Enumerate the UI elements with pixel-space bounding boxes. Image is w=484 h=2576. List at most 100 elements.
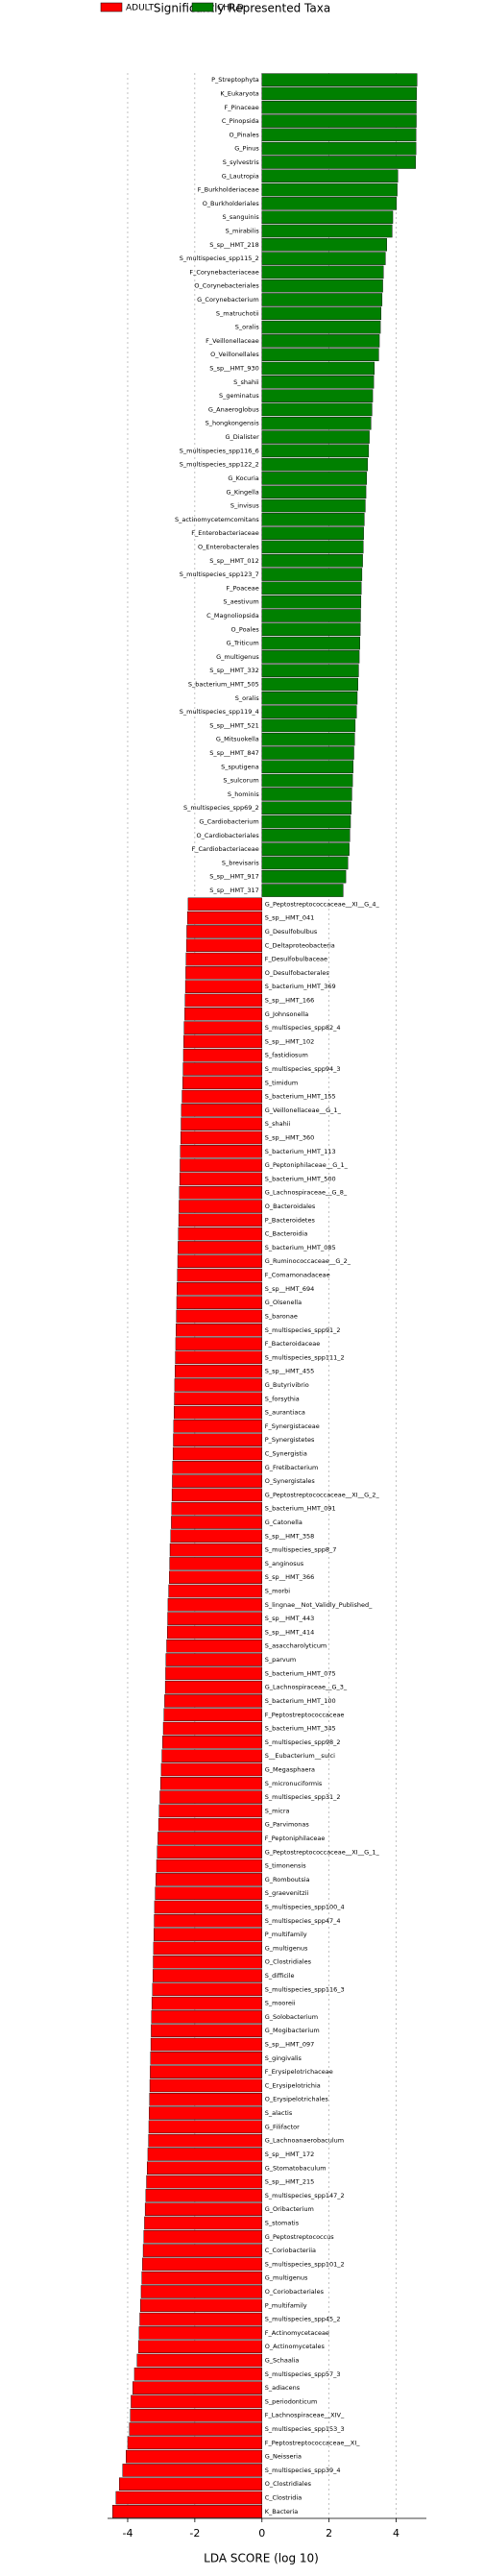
x-tick-label: 0 bbox=[258, 2527, 265, 2540]
category-label: C_Bacteroidia bbox=[265, 1230, 308, 1238]
bar bbox=[184, 993, 262, 1008]
category-label: G_Mogibacterium bbox=[265, 2027, 320, 2034]
bar bbox=[261, 265, 384, 279]
bar bbox=[172, 1474, 262, 1488]
category-label: S_bacterium_HMT_075 bbox=[265, 1669, 336, 1677]
bar bbox=[261, 210, 394, 224]
category-label: F_Peptoniphilaceae bbox=[265, 1835, 326, 1842]
category-label: S__Eubacterium__sulci bbox=[265, 1752, 335, 1760]
category-label: S_multispecies_spp47_4 bbox=[265, 1917, 341, 1925]
category-label: S_matruchotii bbox=[216, 309, 259, 317]
bar bbox=[136, 2353, 262, 2368]
category-label: S_bacterium_HMT_500 bbox=[265, 1175, 336, 1182]
bar bbox=[261, 306, 382, 321]
bar bbox=[122, 2464, 262, 2477]
bar bbox=[152, 1969, 262, 1982]
bar bbox=[179, 1185, 262, 1200]
bar bbox=[172, 1461, 262, 1474]
bar bbox=[129, 2422, 262, 2436]
category-label: S_geminatus bbox=[219, 392, 259, 400]
category-label: F_Burkholderiaceae bbox=[198, 186, 259, 194]
category-label: S_sp__HMT_012 bbox=[209, 557, 259, 565]
category-label: S_micronuciformis bbox=[265, 1780, 323, 1787]
bar bbox=[261, 773, 353, 788]
category-label: S_multispecies_spp111_2 bbox=[265, 1353, 345, 1361]
category-label: P_Bacteroidetes bbox=[265, 1216, 316, 1224]
category-label: F_Pinaceae bbox=[225, 104, 259, 111]
bar bbox=[161, 1749, 262, 1762]
category-label: G_Parvimonas bbox=[265, 1821, 310, 1829]
bar bbox=[149, 2106, 262, 2120]
category-label: S_morbi bbox=[265, 1588, 290, 1595]
category-label: G_Kingella bbox=[227, 488, 259, 496]
bar bbox=[261, 842, 350, 856]
category-label: G_Romboutsia bbox=[265, 1876, 310, 1883]
bar bbox=[261, 224, 393, 238]
bar bbox=[177, 1282, 262, 1296]
bar bbox=[119, 2477, 262, 2491]
bar bbox=[169, 1557, 262, 1570]
category-label: S_multispecies_spp39_4 bbox=[265, 2467, 341, 2474]
bar bbox=[182, 1089, 262, 1104]
category-label: S_multispecies_spp101_2 bbox=[265, 2260, 345, 2268]
bar bbox=[261, 169, 399, 183]
bar bbox=[261, 869, 347, 884]
category-label: F_Peptostreptococcaceae bbox=[265, 1711, 345, 1718]
bar bbox=[261, 609, 361, 622]
bar bbox=[166, 1639, 262, 1653]
bar bbox=[182, 1048, 262, 1062]
category-label: S_baronae bbox=[265, 1312, 298, 1320]
bar bbox=[150, 2052, 262, 2065]
bar bbox=[261, 595, 362, 609]
category-label: O_Enterobacterales bbox=[198, 543, 259, 550]
category-label: O_Actinomycetales bbox=[265, 2343, 326, 2350]
bar bbox=[179, 1172, 262, 1186]
category-label: G_Ruminococcaceae__G_2_ bbox=[265, 1257, 351, 1265]
category-label: S_sp__HMT_172 bbox=[265, 2151, 315, 2158]
bar bbox=[261, 279, 383, 293]
bar bbox=[261, 526, 364, 540]
category-label: S_adiacens bbox=[265, 2384, 301, 2392]
category-label: F_Peptostreptococcaceae__XI_ bbox=[265, 2439, 361, 2446]
bar bbox=[153, 1941, 262, 1956]
category-label: C_Deltaproteobacteria bbox=[265, 941, 335, 949]
bar bbox=[149, 2092, 262, 2106]
category-label: C_Erysipelotrichia bbox=[265, 2081, 321, 2089]
category-label: S_timidum bbox=[265, 1079, 298, 1086]
bar bbox=[175, 1364, 262, 1378]
bar bbox=[142, 2257, 262, 2272]
x-tick-label: 4 bbox=[393, 2527, 399, 2540]
category-label: O_Pinales bbox=[230, 131, 260, 138]
bar bbox=[261, 732, 355, 746]
bar bbox=[261, 581, 362, 595]
category-label: P_multifamily bbox=[265, 2301, 307, 2309]
category-label: G_Catonella bbox=[265, 1519, 302, 1526]
category-label: S_sp__HMT_694 bbox=[265, 1285, 315, 1293]
category-label: G_Lachnospiraceae__G_8_ bbox=[265, 1189, 348, 1197]
bar bbox=[261, 829, 351, 842]
bar bbox=[261, 801, 351, 814]
bar bbox=[261, 554, 363, 568]
bar bbox=[131, 2394, 262, 2409]
category-label: G_Johnsonella bbox=[265, 1010, 309, 1018]
category-label: C_Pinopsida bbox=[222, 117, 259, 125]
category-label: S_asaccharolyticum bbox=[265, 1642, 327, 1650]
category-label: S_sputigena bbox=[221, 763, 259, 770]
bar bbox=[178, 1227, 262, 1241]
bar bbox=[164, 1694, 262, 1708]
category-label: G_Stomatobaculum bbox=[265, 2164, 327, 2172]
category-label: S_aurantiaca bbox=[265, 1409, 305, 1417]
category-label: O_Desulfobacterales bbox=[265, 969, 330, 977]
bar bbox=[169, 1543, 262, 1557]
category-label: S_sp__HMT_443 bbox=[265, 1615, 315, 1622]
bar bbox=[162, 1721, 262, 1736]
bar bbox=[156, 1873, 262, 1886]
category-label: S_aestivum bbox=[223, 598, 258, 606]
category-label: G_Lachnoanaerobaculum bbox=[265, 2137, 344, 2145]
category-label: S_sp__HMT_455 bbox=[265, 1368, 315, 1375]
category-label: G_Schaalia bbox=[265, 2357, 300, 2365]
bar bbox=[165, 1666, 262, 1681]
bar bbox=[162, 1736, 262, 1749]
category-label: S_periodonticum bbox=[265, 2397, 318, 2405]
category-label: G_Desulfobulbus bbox=[265, 928, 318, 936]
